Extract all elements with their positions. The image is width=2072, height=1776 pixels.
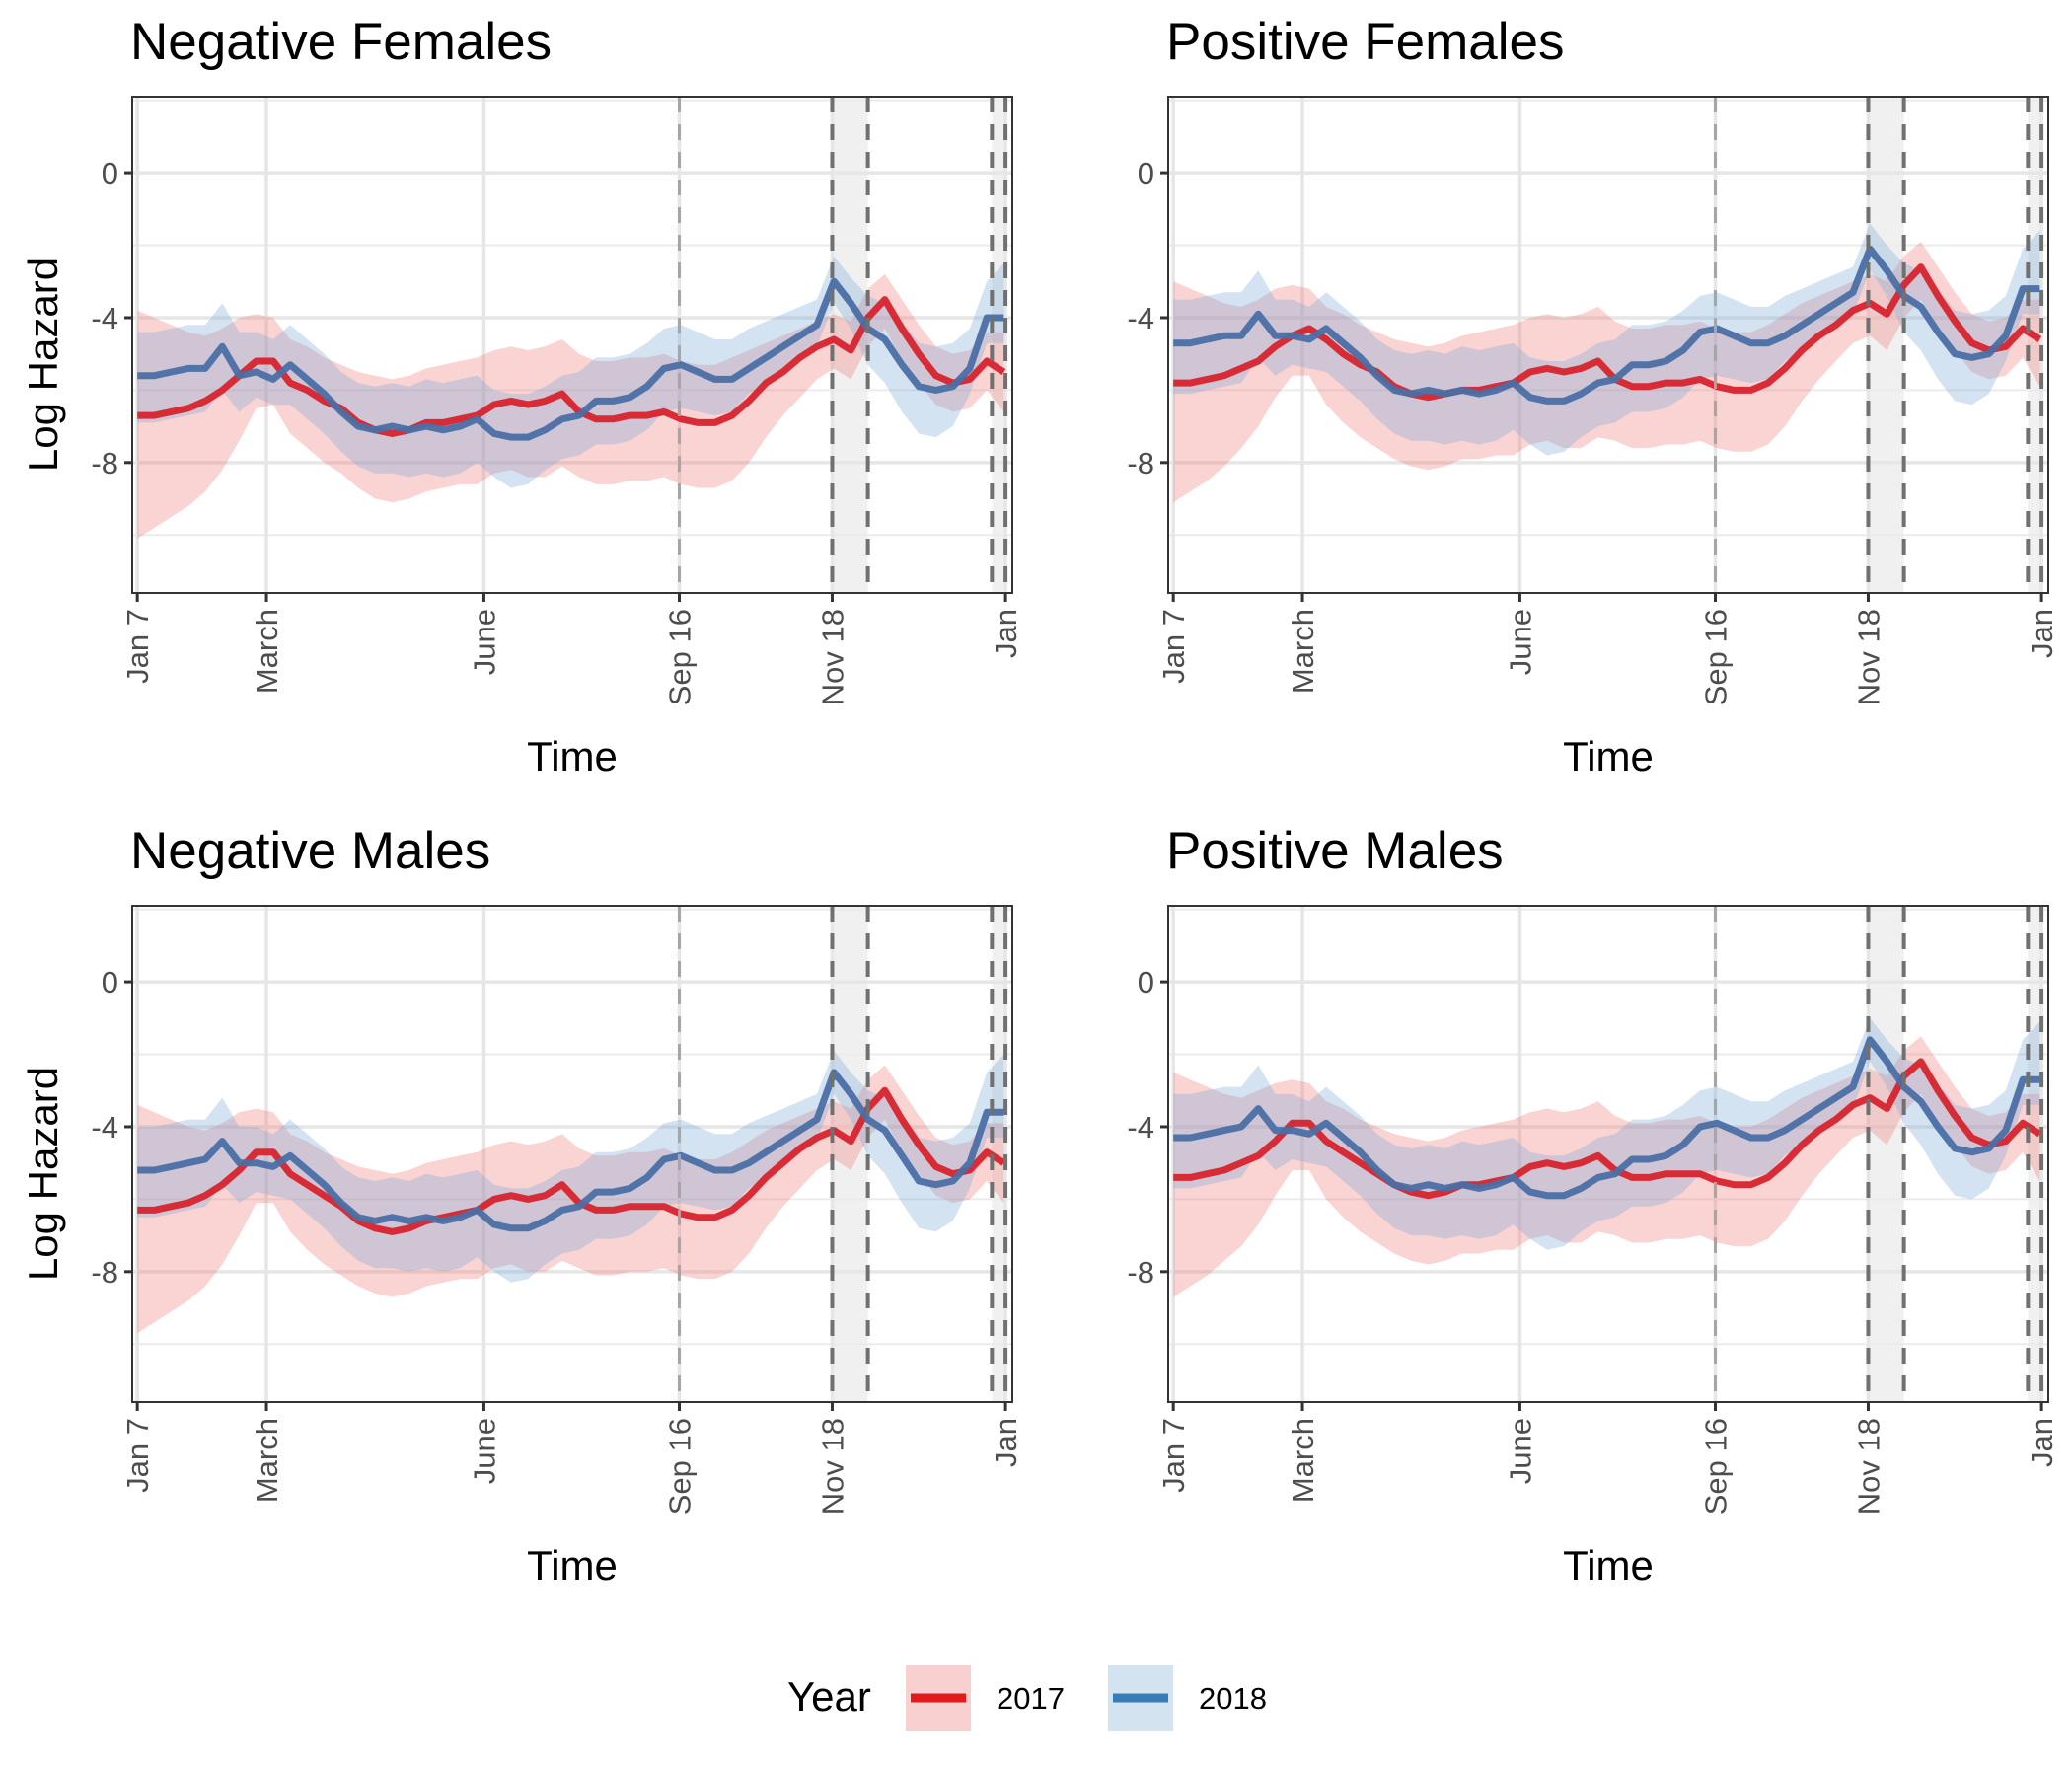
panel-title: Positive Females — [1166, 13, 1565, 71]
y-tick-label: -8 — [91, 446, 118, 481]
x-tick-label: March — [250, 1418, 284, 1503]
y-tick-label: 0 — [1138, 156, 1154, 190]
holiday-band — [1868, 97, 1904, 593]
y-tick-label: 0 — [102, 965, 118, 999]
panel-border — [1167, 905, 2049, 1403]
x-tick-label: Sep 16 — [662, 1418, 697, 1515]
panel-negative-females: Negative Females 0 -4 -8 Jan 7 March June Sep 1… — [20, 13, 1023, 779]
x-tick-label: Sep 16 — [662, 609, 697, 705]
y-tick-label: -4 — [1127, 1110, 1154, 1145]
x-tick-label: Jan 7 — [1156, 1418, 1191, 1493]
legend-label: 2017 — [997, 1681, 1065, 1716]
confidence-band-2018 — [1173, 223, 2040, 456]
y-tick-label: -8 — [91, 1255, 118, 1290]
series-line-2018 — [1173, 1036, 2040, 1200]
x-tick-label: Sep 16 — [1698, 609, 1733, 705]
x-tick-label: Jan — [2025, 1418, 2059, 1467]
confidence-band-2018 — [137, 1050, 1004, 1283]
series-line-2018 — [1173, 245, 2040, 405]
x-tick-label: June — [467, 609, 501, 675]
legend-item-2018: 2018 — [1108, 1665, 1267, 1731]
panel-title: Positive Males — [1166, 822, 1504, 880]
x-tick-label: Jan 7 — [1156, 609, 1191, 684]
panel-border — [1167, 96, 2049, 594]
legend: Year 2017 2018 — [787, 1665, 1267, 1731]
series-line-2018 — [137, 1069, 1004, 1232]
x-tick-label: Jan — [989, 609, 1023, 658]
x-axis-label: Time — [1563, 1542, 1654, 1589]
legend-title: Year — [787, 1673, 871, 1720]
series-line-2018 — [137, 277, 1004, 441]
x-axis-label: Time — [1563, 733, 1654, 779]
panel-title: Negative Females — [130, 13, 552, 71]
x-tick-label: March — [1286, 1418, 1320, 1503]
x-tick-label: June — [467, 1418, 501, 1484]
x-tick-label: Nov 18 — [815, 1418, 850, 1515]
x-tick-label: Jan — [989, 1418, 1023, 1467]
holiday-band — [992, 906, 1006, 1402]
panel-border — [131, 96, 1013, 594]
panel-positive-males: Positive Males 0 -4 -8 Jan 7 March June Sep 16 N… — [1127, 822, 2059, 1589]
panel-negative-males: Negative Males 0 -4 -8 Jan 7 March June Sep 16 N… — [20, 822, 1023, 1589]
y-tick-label: -8 — [1127, 446, 1154, 481]
x-tick-label: Jan — [2025, 609, 2059, 658]
legend-item-2017: 2017 — [906, 1665, 1065, 1731]
y-tick-label: -4 — [91, 1110, 118, 1145]
x-tick-label: June — [1503, 1418, 1537, 1484]
legend-label: 2018 — [1199, 1681, 1267, 1716]
confidence-band-2018 — [1173, 1017, 2040, 1250]
x-axis-label: Time — [527, 1542, 618, 1589]
y-tick-label: -4 — [91, 301, 118, 335]
holiday-band — [992, 97, 1006, 593]
panel-positive-females: Positive Females 0 -4 -8 Jan 7 March June Sep 1… — [1127, 13, 2059, 779]
y-tick-label: 0 — [1138, 965, 1154, 999]
y-axis-label: Log Hazard — [20, 1067, 66, 1281]
x-tick-label: June — [1503, 609, 1537, 675]
panel-title: Negative Males — [130, 822, 490, 880]
x-tick-label: March — [250, 609, 284, 694]
x-tick-label: Nov 18 — [1851, 1418, 1886, 1515]
confidence-band-2018 — [137, 256, 1004, 488]
y-tick-label: -4 — [1127, 301, 1154, 335]
confidence-band-2017 — [137, 1065, 1004, 1334]
x-tick-label: Nov 18 — [815, 609, 850, 705]
y-axis-label: Log Hazard — [20, 258, 66, 472]
panel-border — [131, 905, 1013, 1403]
x-tick-label: Sep 16 — [1698, 1418, 1733, 1515]
holiday-band — [2028, 906, 2042, 1402]
x-axis-label: Time — [527, 733, 618, 779]
y-tick-label: 0 — [102, 156, 118, 190]
x-tick-label: Jan 7 — [120, 1418, 155, 1493]
x-tick-label: Jan 7 — [120, 609, 155, 684]
x-tick-label: March — [1286, 609, 1320, 694]
x-tick-label: Nov 18 — [1851, 609, 1886, 705]
y-tick-label: -8 — [1127, 1255, 1154, 1290]
holiday-band — [2028, 97, 2042, 593]
holiday-band — [832, 906, 868, 1402]
holiday-band — [1868, 906, 1904, 1402]
